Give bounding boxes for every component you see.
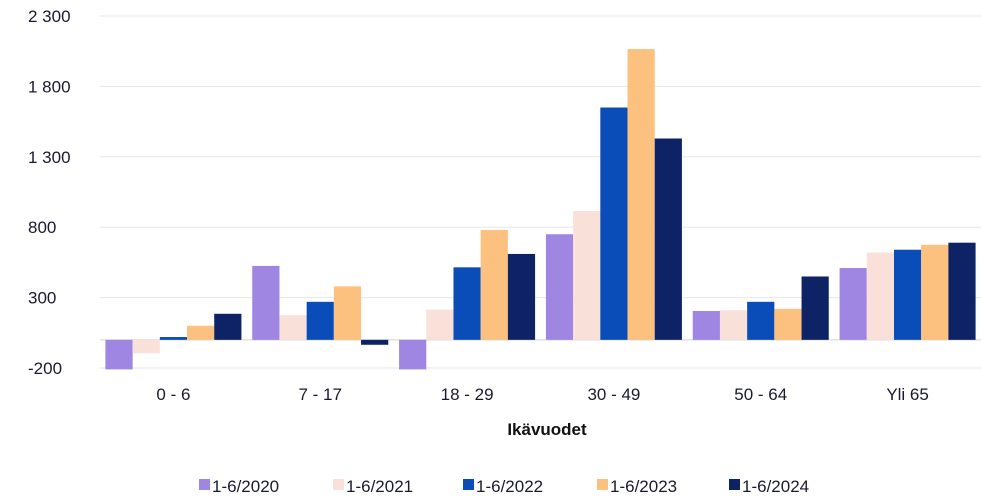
bars xyxy=(105,49,976,370)
y-tick-label: 1 800 xyxy=(28,77,71,96)
x-tick-label: 50 - 64 xyxy=(734,385,787,404)
bar xyxy=(252,265,280,340)
legend-swatch xyxy=(463,479,474,490)
bar xyxy=(839,268,867,340)
bar xyxy=(774,308,802,340)
x-axis-title: Ikävuodet xyxy=(507,420,587,439)
bar xyxy=(719,310,748,340)
legend-item: 1-6/2023 xyxy=(597,477,677,496)
y-tick-label: 1 300 xyxy=(28,148,71,167)
bar xyxy=(279,315,307,340)
bar xyxy=(692,310,720,340)
bar xyxy=(333,286,362,340)
legend: 1-6/2020 1-6/2021 1-6/2022 1-6/2023 1-6/2024 xyxy=(199,477,809,496)
legend-swatch xyxy=(333,479,344,490)
bar xyxy=(187,325,215,340)
bar xyxy=(480,230,508,340)
legend-label: 1-6/2023 xyxy=(610,477,677,496)
bar xyxy=(545,234,574,340)
y-tick-label: 2 300 xyxy=(28,7,71,26)
bar xyxy=(948,242,976,340)
bar xyxy=(801,276,829,340)
legend-label: 1-6/2021 xyxy=(346,477,413,496)
bar xyxy=(627,49,655,340)
bar xyxy=(747,301,775,340)
y-tick-label: -200 xyxy=(28,359,62,378)
y-tick-label: 300 xyxy=(28,289,56,308)
legend-label: 1-6/2024 xyxy=(742,477,809,496)
bar xyxy=(214,313,242,340)
bar xyxy=(361,339,389,345)
bar xyxy=(507,253,536,340)
bar xyxy=(306,301,334,340)
y-axis-tick-labels: -200 300 800 1 300 1 800 2 300 xyxy=(28,7,71,378)
x-tick-label: 18 - 29 xyxy=(441,385,494,404)
legend-swatch xyxy=(597,479,608,490)
bar xyxy=(600,107,628,340)
x-axis-tick-labels: 0 - 6 7 - 17 18 - 29 30 - 49 50 - 64 Yli 65 xyxy=(156,385,928,404)
x-tick-label: 0 - 6 xyxy=(156,385,190,404)
bar xyxy=(105,339,133,370)
bar xyxy=(654,138,682,340)
legend-item: 1-6/2024 xyxy=(729,477,809,496)
legend-item: 1-6/2021 xyxy=(333,477,413,496)
legend-item: 1-6/2020 xyxy=(199,477,279,496)
y-tick-label: 800 xyxy=(28,218,56,237)
x-tick-label: Yli 65 xyxy=(886,385,929,404)
legend-swatch xyxy=(729,479,740,490)
bar xyxy=(453,267,481,340)
gridlines xyxy=(100,15,981,369)
bar xyxy=(866,252,894,340)
x-tick-label: 7 - 17 xyxy=(299,385,342,404)
bar xyxy=(573,211,601,340)
x-tick-label: 30 - 49 xyxy=(587,385,640,404)
bar xyxy=(399,339,427,370)
bar xyxy=(893,249,922,340)
bar xyxy=(132,339,160,354)
bar xyxy=(426,309,454,340)
legend-item: 1-6/2022 xyxy=(463,477,543,496)
bar xyxy=(159,337,188,340)
legend-label: 1-6/2022 xyxy=(476,477,543,496)
legend-swatch xyxy=(199,479,210,490)
legend-label: 1-6/2020 xyxy=(212,477,279,496)
bar xyxy=(921,244,949,340)
